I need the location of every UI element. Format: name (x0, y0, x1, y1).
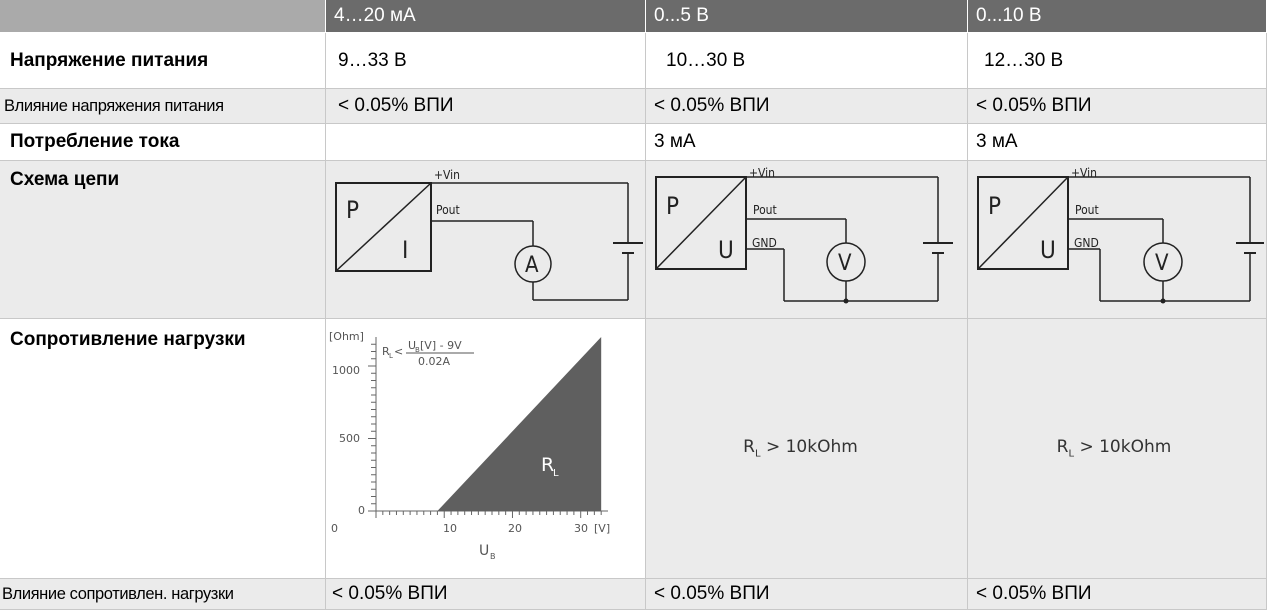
load-condition-0-10v: RL > 10kOhm (1056, 437, 1172, 460)
circuit-0-5v-cell: P U +Vin Pout GND V (646, 161, 968, 319)
area-label: R (541, 454, 554, 476)
vin-label: +Vin (749, 166, 775, 180)
formula-denominator: 0.02A (418, 355, 450, 368)
header-col-0-10v: 0...10 В (968, 0, 1267, 33)
supply-influence-4-20ma: < 0.05% ВПИ (326, 89, 646, 124)
x-axis-label: U (479, 543, 489, 559)
y-axis-unit: [Ohm] (329, 330, 364, 343)
load-condition-0-10v-cell: RL > 10kOhm (968, 319, 1267, 579)
tick-label-y-500: 500 (339, 432, 360, 445)
formula-r-sub: L (389, 352, 393, 360)
load-resistance-area (437, 337, 602, 511)
formula-numerator-sub: B (415, 346, 420, 354)
x-axis-label-sub: B (490, 552, 496, 561)
circuit-diagram-4-20ma: P I +Vin Pout A (335, 168, 643, 301)
ammeter-label: A (525, 253, 539, 278)
row-label-circuit: Схема цепи (0, 161, 326, 319)
load-influence-0-10v: < 0.05% ВПИ (968, 579, 1267, 610)
gnd-label: GND (752, 236, 777, 250)
load-influence-0-5v: < 0.05% ВПИ (646, 579, 968, 610)
voltmeter-label: V (838, 251, 852, 276)
current-consumption-0-10v: 3 мА (968, 124, 1267, 161)
row-label-load-influence: Влияние сопротивлен. нагрузки (0, 579, 326, 610)
pout-label: Pout (436, 203, 460, 217)
tick-label-x-20: 20 (508, 522, 522, 535)
header-col-4-20ma: 4…20 мА (326, 0, 646, 33)
circuit-diagram-0-5v: P U +Vin Pout GND V (655, 166, 953, 304)
transducer-u-label: U (1040, 236, 1056, 264)
supply-influence-0-5v: < 0.05% ВПИ (646, 89, 968, 124)
header-corner (0, 0, 326, 33)
formula-r: R (382, 345, 390, 358)
vin-label: +Vin (434, 168, 460, 182)
formula-lt: < (394, 345, 403, 358)
load-chart-cell: [Ohm] 1000 500 0 0 10 20 30 [V] U B R L … (326, 319, 646, 579)
formula-numerator-u: U (408, 339, 416, 352)
area-label-sub: L (553, 468, 559, 479)
supply-influence-0-10v: < 0.05% ВПИ (968, 89, 1267, 124)
circuit-0-10v-cell: P U +Vin Pout GND V (968, 161, 1267, 319)
row-label-supply-influence: Влияние напряжения питания (0, 89, 326, 124)
gnd-label: GND (1074, 236, 1099, 250)
row-label-current-consumption: Потребление тока (0, 124, 326, 161)
load-influence-4-20ma: < 0.05% ВПИ (326, 579, 646, 610)
tick-label-y-0: 0 (358, 504, 365, 517)
current-consumption-4-20ma (326, 124, 646, 161)
pout-label: Pout (753, 203, 777, 217)
transducer-p-label: P (988, 192, 1001, 220)
row-label-supply-voltage: Напряжение питания (0, 33, 326, 89)
circuit-diagram-0-10v: P U +Vin Pout GND V (977, 166, 1264, 304)
y-minor-ticks (368, 343, 376, 512)
load-condition-0-5v: RL > 10kOhm (743, 437, 858, 460)
tick-label-x-0: 0 (331, 522, 338, 535)
voltmeter-label: V (1155, 251, 1169, 276)
pout-label: Pout (1075, 203, 1099, 217)
row-label-load-resistance: Сопротивление нагрузки (0, 319, 326, 579)
supply-voltage-0-10v: 12…30 В (968, 33, 1267, 89)
load-resistance-chart: [Ohm] 1000 500 0 0 10 20 30 [V] U B R L … (329, 330, 610, 561)
x-axis-unit: [V] (594, 522, 610, 535)
header-col-0-5v: 0...5 В (646, 0, 968, 33)
tick-label-x-10: 10 (443, 522, 457, 535)
transducer-i-label: I (402, 236, 408, 264)
tick-label-y-1000: 1000 (332, 364, 360, 377)
transducer-p-label: P (346, 196, 359, 224)
transducer-u-label: U (718, 236, 734, 264)
supply-voltage-0-5v: 10…30 В (646, 33, 968, 89)
tick-label-x-30: 30 (574, 522, 588, 535)
transducer-p-label: P (666, 192, 679, 220)
x-minor-ticks (375, 511, 602, 518)
vin-label: +Vin (1071, 166, 1097, 180)
circuit-4-20ma-cell: P I +Vin Pout A (326, 161, 646, 319)
supply-voltage-4-20ma: 9…33 В (326, 33, 646, 89)
current-consumption-0-5v: 3 мА (646, 124, 968, 161)
formula-numerator-rest: [V] - 9V (420, 339, 462, 352)
load-condition-0-5v-cell: RL > 10kOhm (646, 319, 968, 579)
